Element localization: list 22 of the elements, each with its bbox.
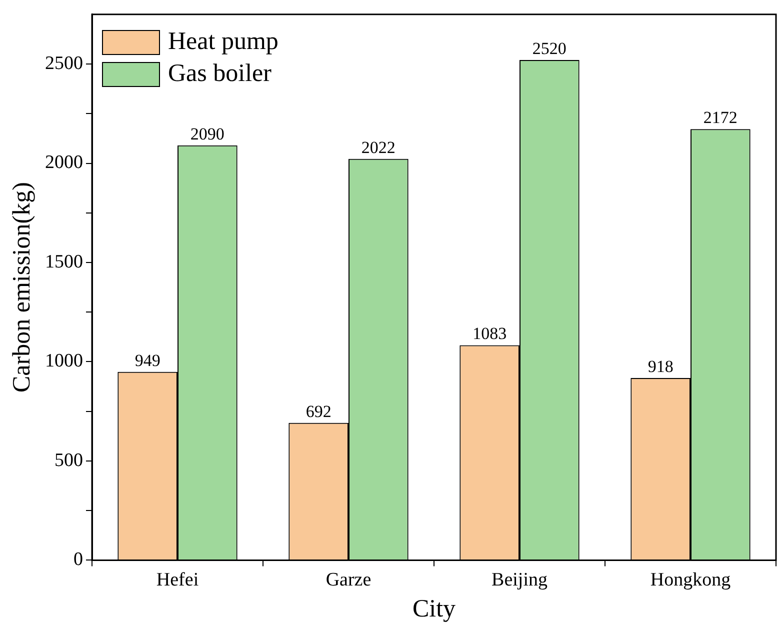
y-axis-title: Carbon emission(kg) [8,182,36,392]
data-label: 2090 [190,124,224,144]
y-tick-label: 500 [54,450,83,471]
data-label: 2172 [703,108,738,128]
data-label: 2022 [361,138,396,157]
x-tick-label: Beijing [492,570,548,591]
legend-label: Heat pump [168,28,278,56]
y-tick-label: 1500 [45,251,83,272]
data-label: 918 [648,356,674,376]
data-label: 692 [306,402,332,421]
data-label: 2520 [532,39,566,58]
y-tick-label: 2500 [45,53,83,74]
x-tick-label: Hongkong [650,570,732,591]
x-tick-label: Hefei [156,570,199,591]
legend-label: Gas boiler [168,60,272,88]
x-axis-title: City [412,596,456,623]
data-label: 949 [134,350,160,370]
data-label: 1083 [472,324,507,344]
x-tick-label: Garze [326,570,372,591]
y-tick-label: 1000 [45,350,83,372]
y-tick-label: 0 [74,549,83,570]
y-tick-label: 2000 [45,152,83,174]
